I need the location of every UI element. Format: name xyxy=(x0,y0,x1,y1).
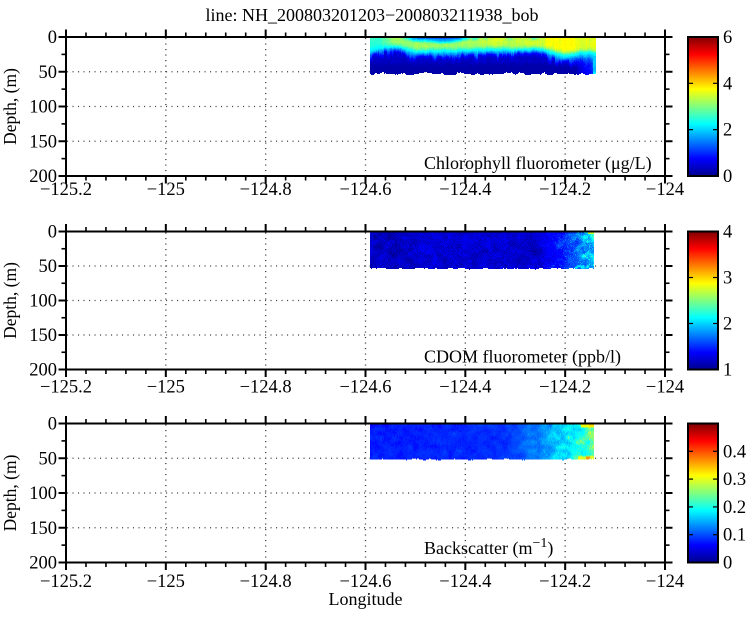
svg-text:−125: −125 xyxy=(147,572,185,592)
svg-text:50: 50 xyxy=(39,63,58,83)
svg-text:0: 0 xyxy=(48,28,57,48)
svg-text:−124: −124 xyxy=(646,180,684,200)
svg-text:200: 200 xyxy=(29,554,57,574)
svg-text:2: 2 xyxy=(723,315,732,335)
svg-text:−124.8: −124.8 xyxy=(240,180,292,200)
svg-text:0.3: 0.3 xyxy=(723,470,746,490)
svg-text:Depth, (m): Depth, (m) xyxy=(0,262,20,339)
svg-text:4: 4 xyxy=(723,74,732,94)
svg-text:0.1: 0.1 xyxy=(723,526,746,546)
svg-text:CDOM fluorometer (ppb/l): CDOM fluorometer (ppb/l) xyxy=(424,347,621,368)
svg-text:−124.8: −124.8 xyxy=(240,572,292,592)
svg-text:50: 50 xyxy=(39,257,58,277)
svg-text:0.2: 0.2 xyxy=(723,498,746,518)
svg-text:0.4: 0.4 xyxy=(723,442,746,462)
svg-text:150: 150 xyxy=(29,132,57,152)
svg-text:−124.2: −124.2 xyxy=(539,180,591,200)
svg-text:6: 6 xyxy=(723,28,732,48)
svg-text:−124.2: −124.2 xyxy=(539,572,591,592)
svg-text:200: 200 xyxy=(29,361,57,381)
svg-text:0: 0 xyxy=(723,554,732,574)
svg-text:0: 0 xyxy=(48,415,57,435)
svg-text:−124.6: −124.6 xyxy=(339,378,391,398)
svg-text:−124.2: −124.2 xyxy=(539,378,591,398)
svg-text:50: 50 xyxy=(39,449,58,469)
svg-text:−124.4: −124.4 xyxy=(439,378,491,398)
svg-text:−124: −124 xyxy=(646,378,684,398)
svg-text:100: 100 xyxy=(29,98,57,118)
svg-text:200: 200 xyxy=(29,167,57,187)
svg-text:100: 100 xyxy=(29,484,57,504)
svg-text:−125: −125 xyxy=(147,378,185,398)
svg-text:150: 150 xyxy=(29,326,57,346)
svg-text:−125.2: −125.2 xyxy=(40,572,92,592)
svg-text:Chlorophyll fluorometer (μg/L): Chlorophyll fluorometer (μg/L) xyxy=(424,153,652,174)
svg-text:−124.6: −124.6 xyxy=(339,180,391,200)
svg-text:1: 1 xyxy=(723,361,732,381)
svg-text:−125.2: −125.2 xyxy=(40,180,92,200)
svg-text:0: 0 xyxy=(723,167,732,187)
svg-text:Depth, (m): Depth, (m) xyxy=(0,454,20,531)
svg-text:150: 150 xyxy=(29,519,57,539)
svg-text:0: 0 xyxy=(48,223,57,243)
svg-text:−124: −124 xyxy=(646,572,684,592)
svg-text:Depth, (m): Depth, (m) xyxy=(0,68,20,145)
svg-text:−125.2: −125.2 xyxy=(40,378,92,398)
svg-text:3: 3 xyxy=(723,269,732,289)
svg-text:100: 100 xyxy=(29,292,57,312)
svg-text:−124.4: −124.4 xyxy=(439,180,491,200)
svg-text:4: 4 xyxy=(723,223,732,243)
svg-text:−125: −125 xyxy=(147,180,185,200)
svg-text:−124.6: −124.6 xyxy=(339,572,391,592)
svg-text:−124.4: −124.4 xyxy=(439,572,491,592)
svg-text:2: 2 xyxy=(723,121,732,141)
svg-text:Backscatter (m−1): Backscatter (m−1) xyxy=(424,536,553,559)
svg-text:−124.8: −124.8 xyxy=(240,378,292,398)
svg-text:line: NH_200803201203−20080321: line: NH_200803201203−200803211938_bob xyxy=(206,5,539,25)
svg-text:Longitude: Longitude xyxy=(329,589,403,609)
